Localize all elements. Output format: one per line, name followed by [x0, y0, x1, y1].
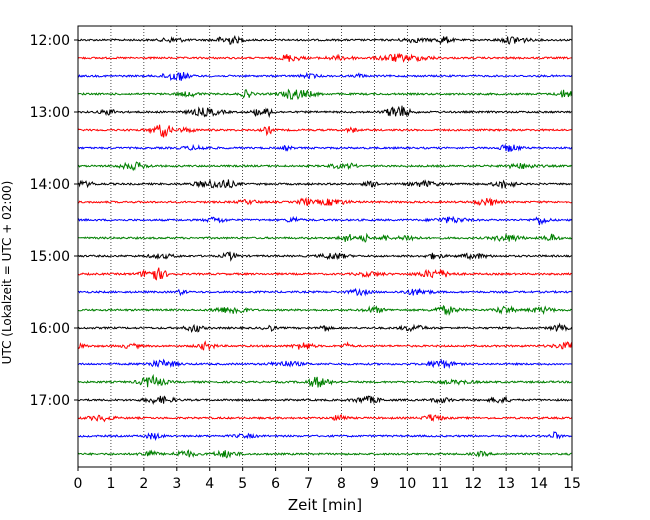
trace-1430 — [77, 215, 572, 226]
trace-1745 — [77, 449, 572, 459]
trace-1500 — [77, 251, 572, 262]
x-tick-label: 12 — [464, 476, 482, 492]
trace-1545 — [77, 304, 572, 316]
trace-1245 — [77, 88, 573, 101]
y-tick-label: 13:00 — [30, 105, 70, 121]
x-tick-label: 6 — [271, 476, 280, 492]
y-tick-label: 12:00 — [30, 33, 70, 49]
x-tick-label: 4 — [205, 476, 214, 492]
trace-1415 — [77, 196, 572, 207]
trace-1730 — [77, 431, 572, 441]
seismic-traces — [77, 35, 573, 459]
trace-1315 — [77, 124, 572, 138]
trace-1615 — [77, 340, 573, 351]
trace-1715 — [77, 414, 572, 423]
x-tick-label: 15 — [563, 476, 581, 492]
x-tick-label: 9 — [370, 476, 379, 492]
trace-1215 — [77, 52, 572, 63]
x-tick-label: 8 — [337, 476, 346, 492]
trace-1515 — [77, 267, 572, 281]
plot-frame — [77, 25, 573, 468]
trace-1530 — [77, 287, 572, 297]
x-axis-ticks: 0 1 2 3 4 5 6 7 8 9 10 11 12 13 14 15 — [74, 467, 581, 492]
trace-1345 — [77, 161, 572, 172]
trace-1400 — [77, 178, 572, 189]
x-tick-label: 7 — [304, 476, 313, 492]
trace-1200 — [77, 35, 572, 45]
trace-1700 — [77, 395, 573, 406]
y-tick-label: 15:00 — [30, 249, 70, 265]
trace-1645 — [77, 373, 572, 388]
x-tick-label: 13 — [497, 476, 515, 492]
x-tick-label: 14 — [530, 476, 548, 492]
trace-1330 — [77, 143, 573, 152]
x-tick-label: 2 — [139, 476, 148, 492]
trace-1445 — [77, 232, 572, 243]
trace-1300 — [77, 105, 572, 119]
trace-1630 — [77, 358, 572, 370]
y-axis-ticks: 12:00 13:00 14:00 15:00 16:00 17:00 — [30, 33, 78, 409]
x-tick-label: 3 — [172, 476, 181, 492]
x-tick-label: 11 — [431, 476, 449, 492]
y-axis-label: UTC (Lokalzeit = UTC + 02:00) — [0, 181, 14, 365]
trace-1230 — [77, 71, 573, 81]
y-tick-label: 17:00 — [30, 393, 70, 409]
x-tick-label: 10 — [398, 476, 416, 492]
y-tick-label: 16:00 — [30, 321, 70, 337]
x-tick-label: 5 — [238, 476, 247, 492]
x-axis-label: Zeit [min] — [288, 496, 362, 514]
x-tick-label: 0 — [74, 476, 83, 492]
trace-1600 — [77, 322, 573, 334]
y-tick-label: 14:00 — [30, 177, 70, 193]
x-tick-label: 1 — [106, 476, 115, 492]
